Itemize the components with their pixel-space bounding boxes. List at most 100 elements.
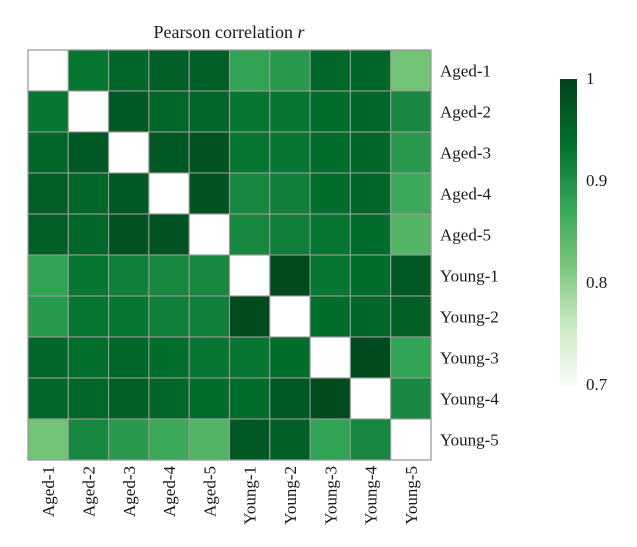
heatmap-cell-young-5-young-4	[349, 418, 392, 461]
heatmap-cell-aged-1-young-1	[228, 49, 271, 92]
heatmap-cell-young-1-young-4	[349, 254, 392, 297]
heatmap-cell-aged-5-aged-5	[188, 213, 231, 256]
heatmap-cell-aged-1-aged-3	[108, 49, 150, 92]
row-label-aged-2: Aged-2	[440, 103, 491, 122]
heatmap-cell-aged-4-aged-5	[188, 172, 231, 215]
heatmap-cell-aged-4-young-2	[269, 172, 311, 215]
heatmap-cell-young-3-young-5	[390, 336, 432, 379]
heatmap-cell-young-2-aged-4	[148, 295, 190, 338]
heatmap-cell-young-1-aged-3	[108, 254, 150, 297]
heatmap-cell-aged-3-young-1	[228, 131, 271, 174]
heatmap-cell-young-3-aged-2	[67, 336, 110, 379]
colorbar-tick-label: 0.9	[586, 171, 607, 190]
row-label-young-1: Young-1	[440, 267, 499, 286]
heatmap-cell-young-1-young-3	[309, 254, 351, 297]
row-label-young-3: Young-3	[440, 349, 499, 368]
heatmap-cell-young-2-young-1	[228, 295, 271, 338]
column-label-young-4: Young-4	[362, 466, 381, 525]
heatmap-cell-aged-4-aged-3	[108, 172, 150, 215]
heatmap-cell-young-5-aged-2	[67, 418, 110, 461]
heatmap-cell-aged-5-young-4	[349, 213, 392, 256]
heatmap-cell-aged-1-aged-4	[148, 49, 190, 92]
heatmap-cell-young-3-aged-3	[108, 336, 150, 379]
heatmap-cell-young-5-young-1	[228, 418, 271, 461]
heatmap-cell-young-1-aged-4	[148, 254, 190, 297]
heatmap-cell-aged-1-aged-1	[27, 49, 69, 92]
heatmap-cell-young-4-aged-5	[188, 377, 231, 420]
heatmap-cell-aged-2-aged-5	[188, 90, 231, 133]
heatmap-cell-young-1-young-2	[269, 254, 311, 297]
colorbar	[560, 79, 577, 385]
heatmap-cell-young-1-young-5	[390, 254, 432, 297]
heatmap-cell-young-2-young-3	[309, 295, 351, 338]
heatmap-cell-aged-1-aged-2	[67, 49, 110, 92]
heatmap-cell-aged-5-aged-4	[148, 213, 190, 256]
heatmap-cell-aged-3-young-5	[390, 131, 432, 174]
heatmap-cell-aged-4-young-4	[349, 172, 392, 215]
heatmap-cell-young-2-aged-2	[67, 295, 110, 338]
heatmap-cell-aged-1-young-4	[349, 49, 392, 92]
heatmap-cell-young-5-aged-3	[108, 418, 150, 461]
column-label-young-2: Young-2	[281, 466, 300, 525]
heatmap-cell-young-3-aged-5	[188, 336, 231, 379]
heatmap-cell-young-1-young-1	[228, 254, 271, 297]
row-labels: Aged-1 Aged-2 Aged-3 Aged-4 Aged-5 Young-1 You…	[440, 62, 499, 450]
heatmap-cell-young-2-aged-1	[27, 295, 69, 338]
row-label-young-4: Young-4	[440, 390, 499, 409]
heatmap-cell-young-3-young-1	[228, 336, 271, 379]
row-label-young-5: Young-5	[440, 431, 499, 450]
column-label-young-3: Young-3	[321, 466, 340, 525]
row-label-aged-5: Aged-5	[440, 226, 491, 245]
colorbar-tick-label: 0.8	[586, 273, 607, 292]
heatmap-cell-aged-5-young-1	[228, 213, 271, 256]
heatmap-cell-aged-3-young-4	[349, 131, 392, 174]
row-label-aged-4: Aged-4	[440, 185, 491, 204]
heatmap-cell-young-3-young-4	[349, 336, 392, 379]
heatmap-cell-aged-2-young-2	[269, 90, 311, 133]
heatmap-cell-young-4-young-2	[269, 377, 311, 420]
heatmap-cell-young-2-young-2	[269, 295, 311, 338]
heatmap-cell-aged-5-young-5	[390, 213, 432, 256]
heatmap-cell-aged-4-aged-4	[148, 172, 190, 215]
heatmap-cell-young-4-young-5	[390, 377, 432, 420]
heatmap-cell-young-4-aged-1	[27, 377, 69, 420]
heatmap-border	[27, 49, 432, 461]
heatmap-cell-aged-5-young-2	[269, 213, 311, 256]
heatmap-cell-aged-1-young-5	[390, 49, 432, 92]
colorbar-tick-label: 0.7	[586, 375, 608, 394]
chart-title: Pearson correlation r	[154, 22, 306, 42]
column-label-aged-4: Aged-4	[160, 466, 179, 517]
heatmap-cell-aged-2-aged-3	[108, 90, 150, 133]
heatmap-cell-aged-4-young-1	[228, 172, 271, 215]
heatmap-cell-young-3-young-2	[269, 336, 311, 379]
heatmap-cell-young-1-aged-2	[67, 254, 110, 297]
heatmap-cell-aged-2-young-4	[349, 90, 392, 133]
heatmap-cell-young-4-young-4	[349, 377, 392, 420]
heatmap-cell-young-5-aged-5	[188, 418, 231, 461]
heatmap-cell-young-4-aged-2	[67, 377, 110, 420]
heatmap-cell-young-5-young-3	[309, 418, 351, 461]
heatmap-cell-young-3-aged-1	[27, 336, 69, 379]
heatmap-cell-aged-4-young-3	[309, 172, 351, 215]
heatmap-cell-young-5-young-5	[390, 418, 432, 461]
heatmap-cell-young-4-young-1	[228, 377, 271, 420]
heatmap-cell-aged-3-aged-3	[108, 131, 150, 174]
column-label-young-5: Young-5	[402, 466, 421, 525]
heatmap-cell-aged-3-aged-1	[27, 131, 69, 174]
column-labels: Aged-1 Aged-2 Aged-3 Aged-4 Aged-5 Young-1 You…	[39, 466, 421, 525]
heatmap-cell-aged-4-aged-2	[67, 172, 110, 215]
heatmap-cell-young-1-aged-5	[188, 254, 231, 297]
heatmap-cell-young-2-young-5	[390, 295, 432, 338]
column-label-aged-1: Aged-1	[39, 466, 58, 517]
heatmap-cell-young-3-aged-4	[148, 336, 190, 379]
heatmap-cell-aged-3-aged-4	[148, 131, 190, 174]
colorbar-tick-label: 1	[586, 69, 595, 88]
row-label-young-2: Young-2	[440, 308, 499, 327]
heatmap-cell-aged-1-young-3	[309, 49, 351, 92]
column-label-young-1: Young-1	[241, 466, 260, 525]
column-label-aged-3: Aged-3	[120, 466, 139, 517]
heatmap-cell-aged-4-young-5	[390, 172, 432, 215]
heatmap-cell-aged-2-young-3	[309, 90, 351, 133]
heatmap-cell-aged-1-young-2	[269, 49, 311, 92]
heatmap-cell-aged-2-aged-4	[148, 90, 190, 133]
